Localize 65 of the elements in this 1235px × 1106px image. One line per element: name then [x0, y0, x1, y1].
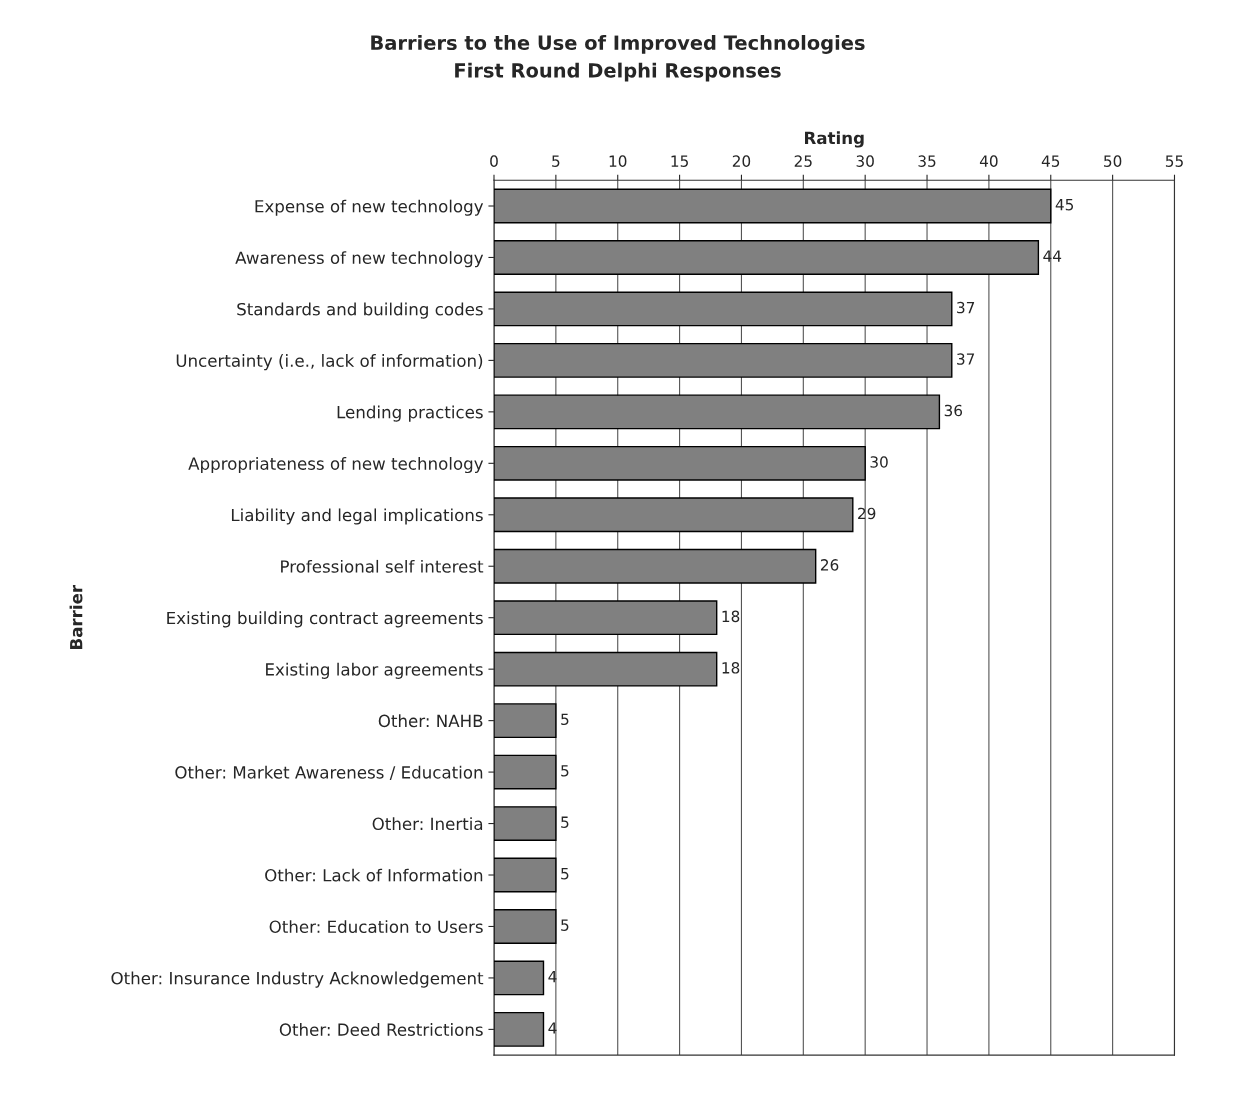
- data-label: 5: [561, 816, 569, 828]
- data-label: 26: [820, 559, 839, 571]
- y-tick-label: Liability and legal implications: [231, 508, 483, 525]
- bar: [494, 291, 953, 327]
- data-label: 5: [561, 868, 569, 880]
- y-tick-label: Other: Education to Users: [269, 920, 483, 934]
- data-label: 18: [722, 662, 740, 674]
- y-axis-title: Barrier: [69, 584, 83, 649]
- bar: [494, 909, 557, 944]
- y-tick-label: Other: Market Awareness / Education: [175, 765, 483, 780]
- chart-title: Barriers to the Use of Improved Technologies: [371, 35, 865, 54]
- y-tick-label: Standards and building codes: [237, 302, 483, 319]
- y-tick-label: Lending practices: [337, 405, 483, 422]
- data-label: 30: [870, 456, 888, 468]
- bar: [494, 445, 866, 481]
- y-tick-label: Professional self interest: [281, 559, 484, 573]
- y-tick-label: Other: Deed Restrictions: [279, 1023, 483, 1036]
- data-label: 45: [1055, 199, 1074, 211]
- bar: [494, 857, 557, 893]
- y-tick-label: Other: Inertia: [372, 817, 483, 831]
- x-tick-label: 5: [552, 155, 560, 167]
- y-tick-label: Other: NAHB: [378, 714, 483, 728]
- bar: [494, 960, 545, 996]
- y-tick-label: Uncertainty (i.e., lack of information): [176, 354, 483, 371]
- data-label: 18: [722, 610, 740, 623]
- x-tick-label: 25: [794, 155, 812, 167]
- data-label: 36: [944, 404, 963, 417]
- bar: [494, 600, 718, 636]
- x-axis-title: Rating: [805, 131, 864, 148]
- bar: [494, 806, 557, 841]
- x-tick-label: 15: [671, 155, 688, 167]
- chart-subtitle: First Round Delphi Responses: [455, 62, 781, 82]
- y-tick-label: Existing labor agreements: [266, 662, 483, 679]
- bar: [494, 754, 557, 790]
- bar: [494, 240, 1040, 275]
- bar: [494, 188, 1052, 224]
- bar: [494, 651, 718, 687]
- x-tick-label: 35: [918, 155, 936, 167]
- bar: [494, 342, 953, 378]
- bar: [494, 548, 817, 584]
- x-tick-label: 50: [1104, 155, 1122, 167]
- y-tick-label: Appropriateness of new technology: [188, 456, 484, 474]
- y-tick-label: Awareness of new technology: [235, 251, 484, 268]
- bar: [494, 497, 854, 533]
- data-label: 37: [957, 353, 975, 365]
- data-label: 5: [561, 765, 569, 777]
- data-label: 5: [561, 919, 569, 931]
- x-tick-label: 20: [732, 155, 751, 167]
- y-tick-label: Other: Lack of Information: [265, 868, 483, 882]
- data-label: 4: [548, 1022, 557, 1034]
- data-label: 4: [548, 971, 557, 983]
- bar: [494, 1011, 545, 1047]
- x-tick-label: 30: [856, 155, 874, 167]
- data-label: 37: [957, 301, 975, 314]
- x-tick-label: 10: [609, 155, 627, 167]
- bar: [494, 394, 941, 430]
- data-label: 5: [561, 713, 569, 726]
- y-tick-label: Expense of new technology: [255, 199, 484, 216]
- x-tick-label: 45: [1041, 155, 1060, 167]
- x-tick-label: 0: [490, 155, 498, 167]
- x-tick-label: 40: [979, 155, 998, 167]
- x-tick-label: 55: [1165, 155, 1183, 167]
- y-tick-label: Other: Insurance Industry Acknowledgement: [111, 971, 484, 988]
- bar: [494, 703, 557, 739]
- y-tick-label: Existing building contract agreements: [167, 611, 483, 628]
